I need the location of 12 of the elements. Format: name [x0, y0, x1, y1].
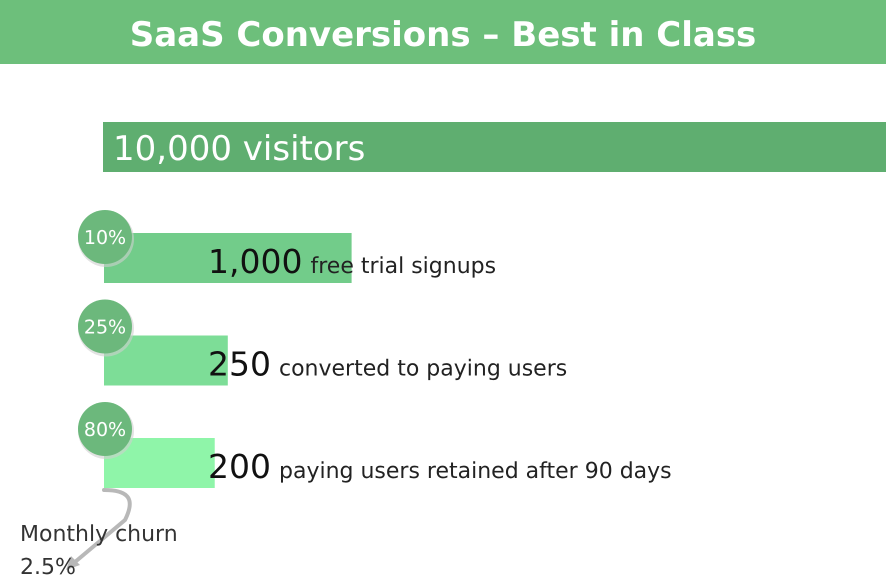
- category-label: visitors: [242, 129, 366, 169]
- text: 25%: [84, 316, 126, 338]
- text: SaaS Conversions – Best in Class: [130, 15, 756, 55]
- category-label: converted to paying users: [279, 356, 568, 382]
- data-label: 250: [208, 344, 271, 384]
- text: 80%: [84, 419, 126, 441]
- text: 10%: [84, 227, 126, 249]
- data-label: 1,000: [208, 242, 302, 281]
- data-label: 10,000: [113, 129, 232, 169]
- text: Monthly churn 2.5%: [20, 522, 178, 580]
- category-label: paying users retained after 90 days: [279, 459, 672, 484]
- data-label: 200: [208, 447, 271, 486]
